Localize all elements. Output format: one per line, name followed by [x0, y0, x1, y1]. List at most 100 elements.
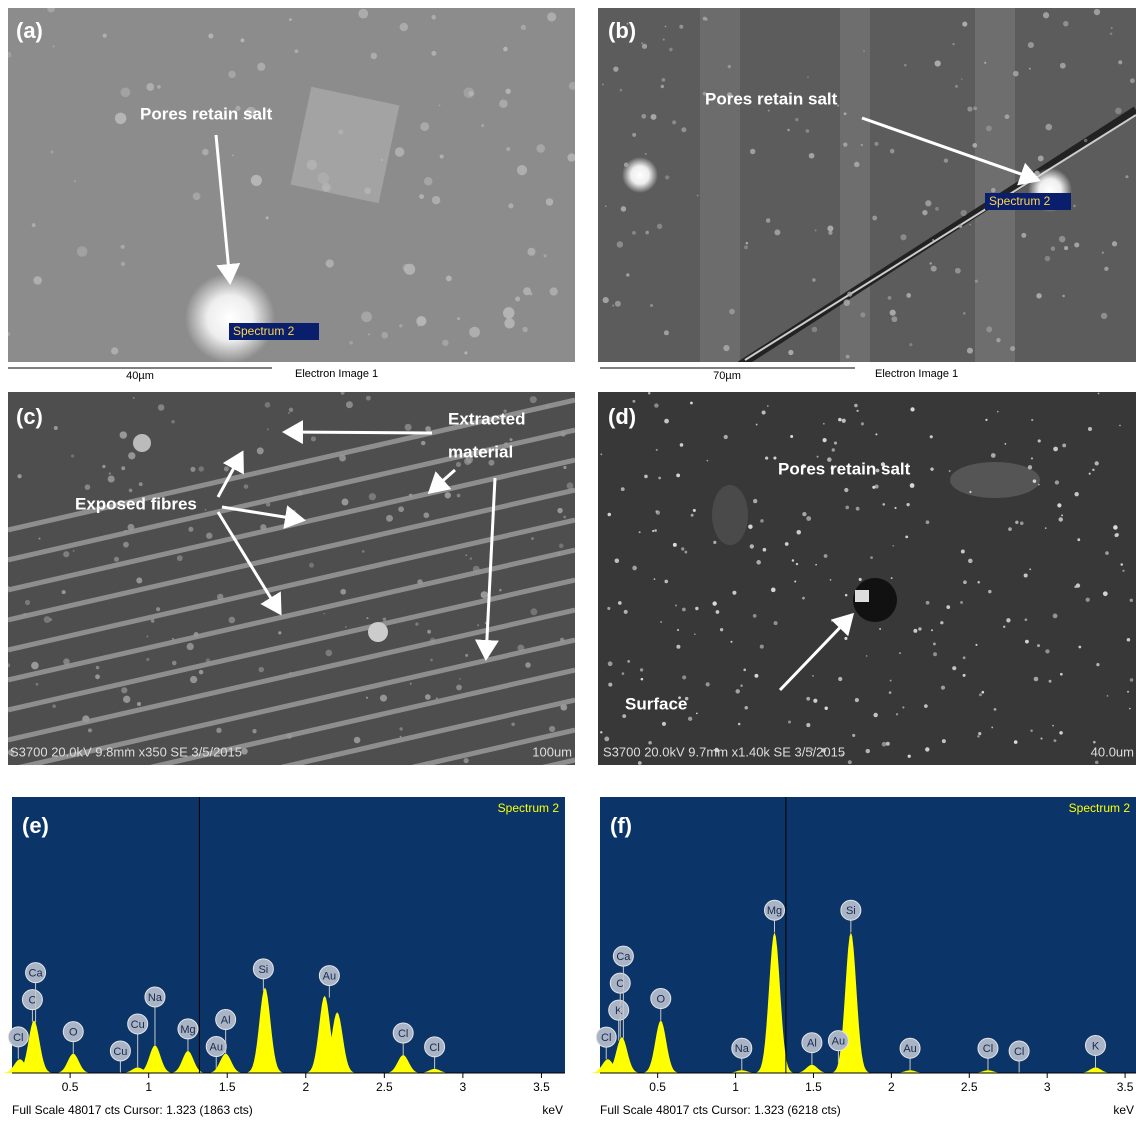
texture — [323, 613, 325, 615]
texture — [289, 672, 291, 674]
texture — [906, 503, 909, 506]
texture — [54, 426, 58, 430]
texture — [73, 550, 75, 552]
texture — [882, 503, 885, 506]
texture — [744, 706, 747, 709]
x-tick-label: 2 — [888, 1080, 895, 1094]
texture — [1127, 638, 1131, 642]
texture — [705, 18, 707, 20]
scale-label: 40µm — [126, 370, 154, 382]
texture — [697, 195, 699, 197]
texture — [838, 677, 842, 681]
texture — [124, 530, 126, 532]
texture — [654, 529, 657, 532]
texture — [146, 83, 154, 91]
sem-image-b — [598, 8, 1136, 365]
texture — [910, 407, 914, 411]
texture — [446, 275, 452, 281]
texture — [1122, 570, 1124, 572]
texture — [399, 727, 402, 730]
texture — [338, 130, 343, 135]
texture — [530, 396, 537, 403]
texture — [767, 405, 769, 407]
texture — [696, 712, 698, 714]
texture — [1055, 480, 1059, 484]
peak-label: Cl — [13, 1032, 23, 1044]
texture — [963, 656, 966, 659]
texture — [650, 304, 653, 307]
texture — [607, 607, 610, 610]
peak-label: Au — [903, 1043, 916, 1055]
texture — [278, 631, 281, 634]
texture — [1045, 527, 1047, 529]
texture — [546, 198, 553, 205]
texture — [366, 396, 371, 401]
texture — [121, 88, 131, 98]
annotation: Pores retain salt — [705, 89, 838, 108]
texture — [975, 644, 977, 646]
texture — [311, 436, 316, 441]
texture — [96, 666, 99, 669]
texture — [1040, 738, 1042, 740]
texture — [550, 287, 558, 295]
texture — [753, 499, 757, 503]
texture — [569, 82, 577, 90]
texture — [1030, 730, 1032, 732]
peak-label: Si — [258, 964, 268, 976]
texture — [531, 537, 534, 540]
texture — [121, 262, 126, 267]
texture — [802, 597, 805, 600]
texture — [430, 659, 433, 662]
texture — [267, 428, 269, 430]
figure: (a) Pores retain salt Spectrum 2 40µm El… — [0, 0, 1136, 1123]
texture — [358, 9, 368, 19]
texture — [723, 345, 729, 351]
texture — [383, 618, 387, 622]
peak-label: Cu — [113, 1046, 127, 1058]
texture — [309, 563, 314, 568]
texture — [673, 543, 677, 547]
texture — [802, 512, 806, 516]
texture — [968, 559, 973, 564]
texture — [855, 698, 859, 702]
texture — [861, 422, 864, 425]
texture — [543, 254, 546, 257]
texture — [656, 449, 658, 451]
texture — [773, 456, 776, 459]
texture — [986, 326, 992, 332]
texture — [824, 554, 828, 558]
peak-label: O — [656, 993, 665, 1005]
texture — [815, 229, 817, 231]
texture — [549, 726, 555, 732]
texture — [1061, 514, 1063, 516]
texture — [1059, 517, 1063, 521]
texture — [641, 114, 646, 119]
texture — [1057, 503, 1061, 507]
texture — [728, 65, 731, 68]
texture — [863, 50, 865, 52]
texture — [691, 514, 694, 517]
texture — [39, 538, 41, 540]
texture — [400, 23, 408, 31]
texture — [870, 556, 873, 559]
texture — [109, 472, 111, 474]
texture — [7, 586, 9, 588]
texture — [546, 405, 548, 407]
texture — [806, 516, 811, 521]
texture — [425, 694, 431, 700]
texture — [464, 758, 469, 763]
texture — [1014, 740, 1018, 744]
texture — [787, 129, 790, 132]
peak-label: Cl — [983, 1043, 993, 1055]
texture — [341, 391, 345, 395]
x-tick-label: 3.5 — [533, 1080, 550, 1094]
spectrum-chart: ClCCaOCuCuNaMgAuAlSiAuClClSpectrum 2(e)0… — [0, 797, 565, 1117]
peak-label: Au — [209, 1041, 222, 1053]
texture — [854, 162, 859, 167]
texture — [1062, 295, 1065, 298]
texture — [910, 483, 915, 488]
texture — [892, 545, 894, 547]
texture — [557, 508, 562, 513]
texture — [409, 494, 413, 498]
scale-label: 100um — [532, 744, 572, 759]
